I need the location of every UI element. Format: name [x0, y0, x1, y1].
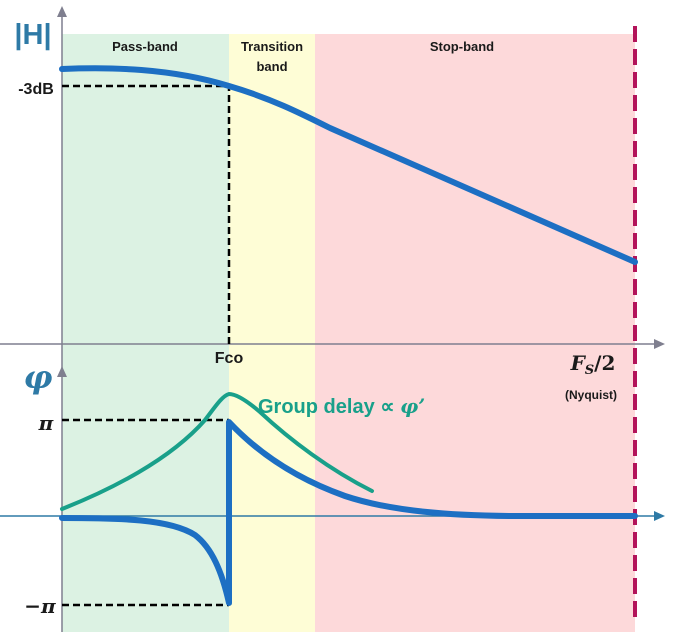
magnitude-curve: [59, 65, 638, 265]
cutoff-frequency-label: Fco: [215, 350, 244, 367]
arrowhead-icon: [57, 6, 67, 17]
transition-band-label-line2: band: [256, 59, 287, 74]
arrowhead-icon: [654, 511, 665, 521]
group-delay-label-symbol: φ’: [400, 394, 425, 418]
group-delay-label: Group delay ∝ φ’: [258, 394, 425, 418]
nyquist-label-suffix: /2: [594, 351, 615, 375]
pi-label: π: [38, 411, 54, 435]
passband-label: Pass-band: [112, 39, 178, 54]
passband-region: [62, 34, 229, 632]
stopband-label: Stop-band: [430, 39, 494, 54]
transition-band-label-line1: Transition: [241, 39, 303, 54]
nyquist-label-sub: S: [585, 363, 594, 378]
arrowhead-icon: [57, 366, 67, 377]
phase-axis-label: φ: [24, 358, 53, 396]
arrowhead-icon: [654, 339, 665, 349]
magnitude-axis-label: |H|: [14, 19, 51, 51]
phase-curve: [59, 419, 638, 606]
nyquist-label-main: F: [570, 351, 587, 375]
minus-pi-label: −π: [24, 594, 56, 618]
nyquist-note: (Nyquist): [565, 388, 617, 402]
nyquist-frequency-label: FS/2: [570, 351, 616, 378]
transition-band-region: [229, 34, 315, 632]
group-delay-curve: [60, 392, 374, 511]
group-delay-label-text: Group delay ∝: [258, 396, 400, 418]
minus-3db-label: -3dB: [18, 81, 54, 98]
stopband-region: [315, 34, 635, 632]
